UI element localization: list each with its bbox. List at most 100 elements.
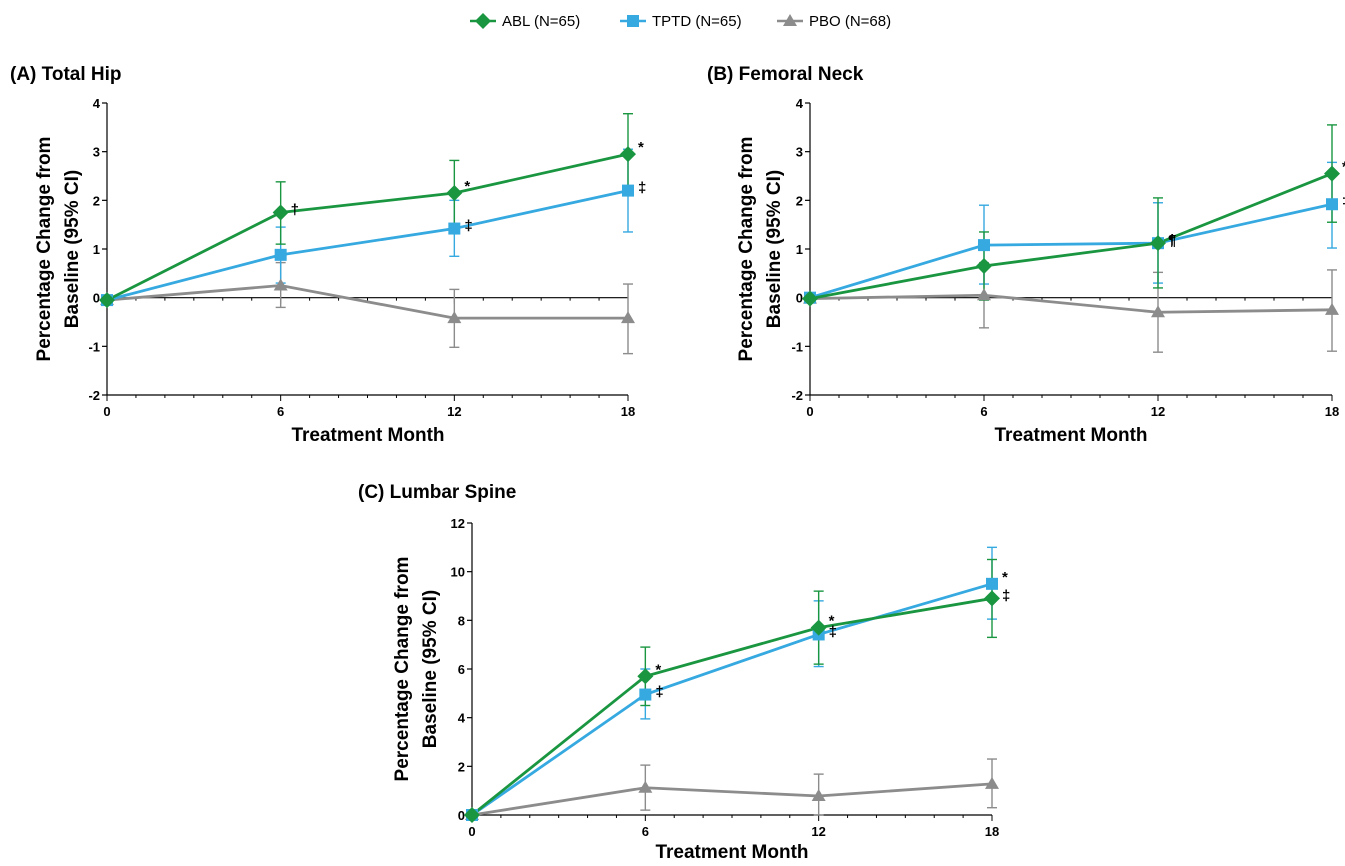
legend-item: ABL (N=65)	[470, 13, 580, 30]
data-point	[274, 248, 287, 261]
x-tick-label: 6	[980, 404, 987, 419]
error-bar	[1327, 161, 1337, 249]
data-point	[1326, 198, 1338, 211]
y-axis-label: Baseline (95% CI)	[420, 590, 441, 748]
data-point	[1151, 305, 1165, 318]
legend-item: TPTD (N=65)	[620, 13, 742, 30]
data-point	[976, 258, 992, 275]
error-bar	[275, 181, 286, 245]
data-point	[466, 809, 478, 821]
significance-label: ‡	[464, 218, 472, 235]
significance-label: *	[1002, 569, 1008, 586]
significance-label: ‡	[1002, 587, 1010, 604]
significance-label: ‡	[829, 623, 837, 640]
y-tick-label: 3	[93, 145, 100, 160]
data-point	[273, 278, 288, 291]
x-tick-label: 6	[642, 824, 649, 839]
legend-label: ABL (N=65)	[502, 13, 580, 30]
x-tick-label: 18	[1325, 404, 1339, 419]
data-point	[621, 311, 635, 324]
error-bar	[1153, 202, 1163, 284]
x-axis-label: Treatment Month	[291, 425, 444, 446]
series-line	[471, 782, 993, 817]
error-bar	[449, 288, 460, 349]
significance-label: †	[291, 202, 299, 219]
y-tick-label: 0	[458, 808, 465, 823]
legend-label: TPTD (N=65)	[652, 13, 742, 30]
y-tick-label: 10	[451, 565, 465, 580]
error-bar	[1153, 271, 1163, 353]
y-tick-label: 4	[93, 96, 101, 111]
y-tick-label: 3	[796, 145, 803, 160]
data-point	[1324, 165, 1340, 182]
data-point	[448, 222, 461, 235]
data-point	[639, 688, 652, 701]
x-axis-label: Treatment Month	[994, 425, 1147, 446]
data-point	[803, 291, 817, 304]
significance-label: *	[464, 178, 470, 195]
y-axis-label: Baseline (95% CI)	[62, 170, 83, 328]
panel-title: (A) Total Hip	[10, 64, 122, 85]
series-line	[106, 189, 629, 302]
data-point	[978, 239, 990, 252]
y-axis-label: Percentage Change from	[34, 137, 55, 362]
error-bar	[449, 159, 460, 228]
series-line	[809, 202, 1333, 300]
error-bar	[813, 773, 824, 816]
x-axis-label: Treatment Month	[655, 842, 808, 863]
error-bar	[987, 558, 997, 639]
significance-label: ¶	[1168, 232, 1176, 249]
y-axis-label: Baseline (95% CI)	[764, 170, 785, 328]
x-tick-label: 0	[468, 824, 475, 839]
y-tick-label: 1	[93, 242, 100, 257]
error-bar	[1327, 124, 1337, 223]
y-tick-label: 6	[458, 662, 465, 677]
legend-marker-icon	[627, 15, 639, 27]
data-point	[100, 293, 114, 306]
x-tick-label: 18	[985, 824, 999, 839]
significance-label: *	[829, 613, 835, 630]
series-line	[106, 284, 628, 320]
y-tick-label: 2	[796, 193, 803, 208]
error-bar	[640, 668, 651, 720]
data-point	[638, 780, 653, 793]
error-bar	[640, 764, 651, 811]
data-point	[446, 185, 463, 202]
data-point	[1150, 235, 1166, 252]
x-tick-label: 0	[103, 404, 110, 419]
error-bar	[979, 231, 989, 301]
y-tick-label: 2	[93, 193, 100, 208]
y-tick-label: 4	[458, 711, 466, 726]
x-tick-label: 0	[806, 404, 813, 419]
series-line	[471, 582, 993, 817]
data-point	[101, 294, 113, 307]
y-axis-label: Percentage Change from	[392, 557, 413, 782]
error-bar	[275, 226, 286, 284]
data-point	[637, 668, 654, 685]
data-point	[986, 577, 998, 590]
y-tick-label: 4	[796, 96, 804, 111]
chart-legend: ABL (N=65) TPTD (N=65) PBO (N=68)	[470, 13, 891, 30]
x-tick-label: 6	[277, 404, 284, 419]
y-tick-label: 0	[796, 291, 803, 306]
y-tick-label: -1	[88, 339, 100, 354]
series-line	[106, 152, 629, 302]
y-tick-label: 8	[458, 613, 465, 628]
error-bar	[623, 113, 633, 197]
legend-label: PBO (N=68)	[809, 13, 891, 30]
data-point	[1152, 237, 1164, 250]
error-bar	[979, 261, 989, 329]
y-tick-label: -2	[791, 388, 803, 403]
data-point	[977, 288, 991, 301]
y-tick-label: 0	[93, 291, 100, 306]
x-tick-label: 12	[447, 404, 461, 419]
error-bar	[623, 283, 633, 355]
x-tick-label: 12	[811, 824, 825, 839]
y-axis-label: Percentage Change from	[736, 137, 757, 362]
error-bar	[623, 148, 633, 233]
data-point	[802, 290, 818, 307]
significance-label: ‡	[655, 684, 663, 701]
